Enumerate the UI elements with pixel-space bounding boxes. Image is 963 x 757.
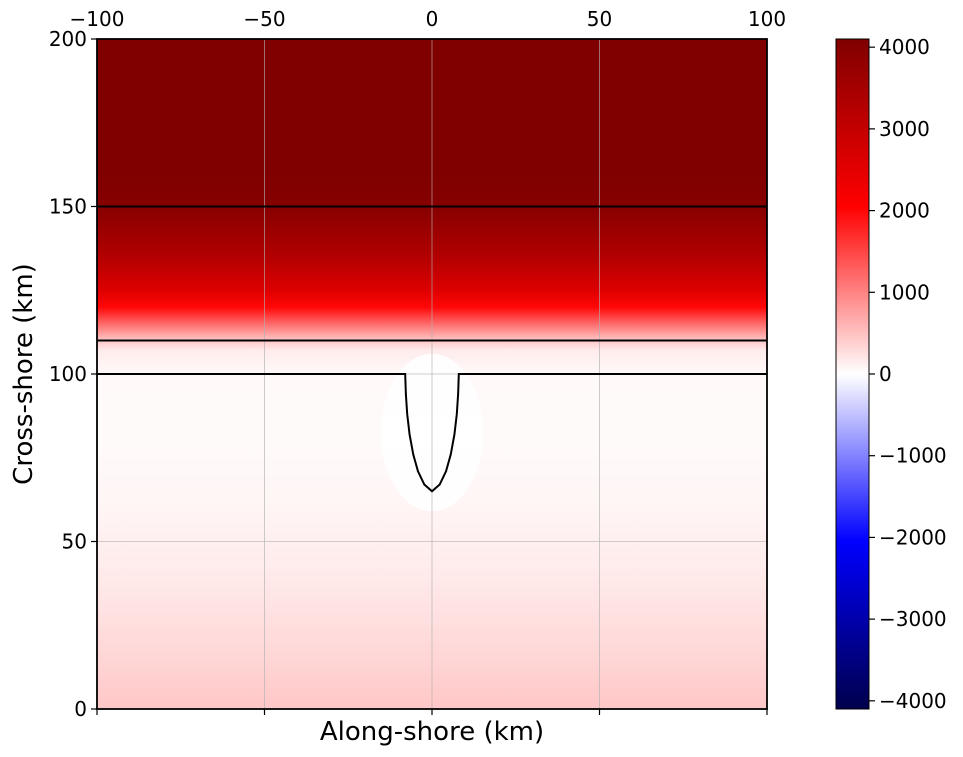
y-tick-label: 150 <box>49 195 87 219</box>
colorbar-tick-label: 1000 <box>879 280 930 304</box>
colorbar-tick-label: −2000 <box>879 525 947 549</box>
contour-lines <box>97 205 767 493</box>
x-axis-ticks: −100 −50 0 50 100 <box>70 7 786 715</box>
x-tick-label: 100 <box>748 7 786 31</box>
colorbar-ticks: 4000 3000 2000 1000 0 −1000 −2000 −3000 −4000 <box>869 35 947 713</box>
plot-area <box>96 38 768 710</box>
x-tick-label: −50 <box>243 7 285 31</box>
contour-coastline-with-canyon <box>97 373 767 493</box>
colorbar-tick-label: 2000 <box>879 199 930 223</box>
colorbar-tick-label: 3000 <box>879 117 930 141</box>
x-tick-label: 0 <box>426 7 439 31</box>
colorbar-tick-label: −1000 <box>879 444 947 468</box>
y-tick-label: 0 <box>74 697 87 721</box>
y-axis-label: Cross-shore (km) <box>9 263 39 485</box>
colorbar-tick-label: −4000 <box>879 689 947 713</box>
y-tick-label: 100 <box>49 362 87 386</box>
x-tick-label: 50 <box>587 7 612 31</box>
y-axis-ticks: 0 50 100 150 200 <box>49 27 97 721</box>
colorbar-tick-label: −3000 <box>879 607 947 631</box>
y-tick-label: 50 <box>62 530 87 554</box>
colorbar-tick-label: 4000 <box>879 35 930 59</box>
colorbar-bar <box>835 38 870 710</box>
y-tick-label: 200 <box>49 27 87 51</box>
colorbar-tick-label: 0 <box>879 362 892 386</box>
x-axis-label: Along-shore (km) <box>320 717 544 747</box>
x-tick-label: −100 <box>70 7 125 31</box>
colorbar: 4000 3000 2000 1000 0 −1000 −2000 −3000 −4000 <box>835 35 947 713</box>
